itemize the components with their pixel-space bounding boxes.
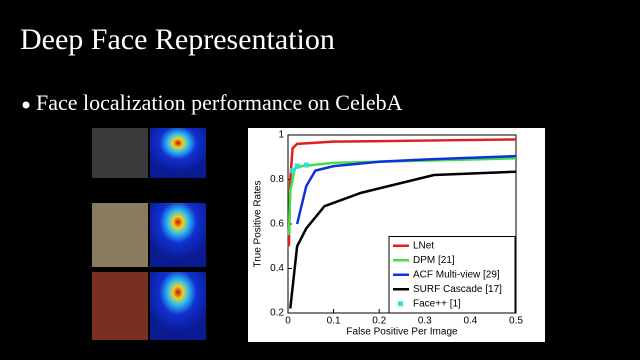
x-axis-label: False Positive Per Image	[346, 327, 458, 338]
legend-label: SURF Cascade [17]	[413, 284, 502, 295]
legend-swatch	[398, 301, 403, 307]
x-tick-label: 0.5	[509, 316, 523, 327]
chart: 0 0.1 0.2 0.3 0.4 0.5 0.2 0.4 0.6 0.8 1 LNet DPM [21…	[270, 130, 523, 327]
x-tick-label: 0	[285, 316, 291, 327]
y-tick-label: 0.4	[270, 263, 284, 274]
photo	[92, 203, 148, 267]
y-tick-label: 0.6	[270, 219, 284, 230]
line	[287, 138, 517, 247]
x-tick-label: 0.3	[418, 316, 432, 327]
x-tick-label: 0.2	[372, 316, 386, 327]
y-axis-label: True Positive Rates	[253, 181, 264, 268]
legend-label: DPM [21]	[413, 255, 455, 266]
heatmap	[150, 128, 206, 178]
legend-label: Face++ [1]	[413, 298, 461, 309]
legend-box	[388, 236, 516, 314]
bullet-text: Face localization performance on CelebA	[36, 90, 403, 115]
line	[295, 154, 517, 225]
heatmap	[150, 203, 206, 267]
legend-label: LNet	[413, 240, 434, 251]
bullet-dot	[22, 101, 30, 109]
photo	[92, 272, 148, 340]
slide-title: Deep Face Representation	[20, 23, 335, 56]
heatmap	[150, 272, 206, 340]
face-images	[92, 128, 206, 340]
y-tick-label: 1	[278, 130, 284, 141]
photo	[92, 128, 148, 178]
line	[289, 170, 517, 309]
legend-label: ACF Multi-view [29]	[413, 269, 500, 280]
x-tick-label: 0.1	[327, 316, 341, 327]
x-tick-label: 0.4	[463, 316, 477, 327]
marker	[303, 162, 309, 168]
y-tick-label: 0.2	[270, 308, 284, 319]
y-tick-label: 0.8	[270, 174, 284, 185]
marker	[294, 163, 300, 169]
marker	[290, 168, 296, 174]
